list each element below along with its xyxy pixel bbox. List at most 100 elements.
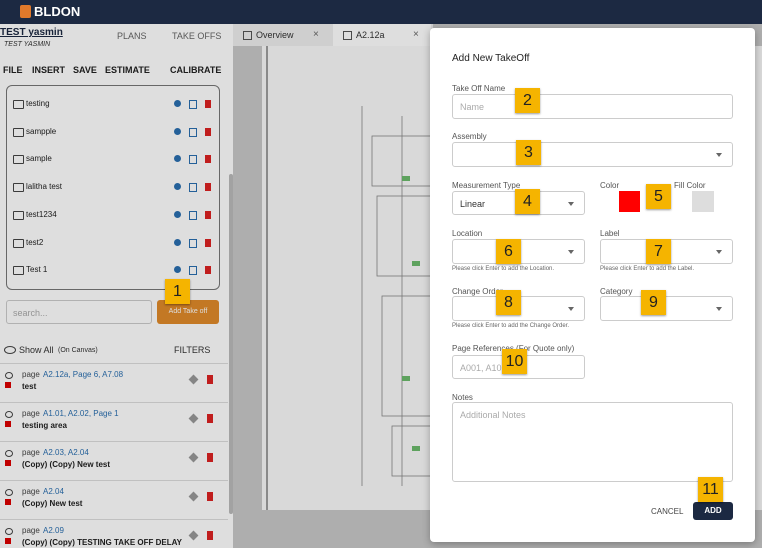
settings-icon[interactable] (174, 266, 181, 274)
settings-icon[interactable] (174, 155, 181, 163)
name-input[interactable]: Name (452, 94, 733, 119)
callout-badge: 10 (502, 349, 527, 374)
delete-icon[interactable] (205, 155, 211, 164)
folder-name[interactable]: testing (26, 99, 50, 108)
color-chip (5, 499, 11, 505)
page-refs[interactable]: A2.12a, Page 6, A7.08 (43, 370, 124, 379)
field-label: Assembly (452, 132, 487, 141)
field-label: Label (600, 229, 620, 238)
menu-item[interactable]: FILE (3, 65, 23, 75)
scope: (On Canvas) (58, 347, 98, 354)
category-select[interactable] (600, 296, 733, 321)
document-tab[interactable]: A2.12a (356, 30, 385, 40)
settings-icon[interactable] (174, 127, 181, 135)
sidebar-tab[interactable]: TAKE OFFS (172, 31, 222, 41)
folder-icon (13, 210, 24, 220)
help-text: Please click Enter to add the Label. (600, 266, 695, 272)
sidebar-tab[interactable]: PLANS (117, 31, 147, 41)
modal: Add New TakeOff Take Off Name Name Assem… (430, 28, 755, 542)
client-name: TEST YASMIN (4, 41, 51, 48)
copy-icon[interactable] (189, 183, 197, 193)
cancel-button[interactable]: CANCEL (651, 507, 684, 516)
settings-icon[interactable] (174, 210, 181, 218)
delete-icon[interactable] (205, 266, 211, 275)
takeoff-name[interactable]: testing area (22, 421, 67, 430)
callout-badge: 8 (496, 290, 521, 315)
delete-icon[interactable] (205, 100, 211, 108)
placeholder: A001, A101 (460, 363, 507, 373)
divider (0, 480, 228, 481)
copy-icon[interactable] (189, 100, 197, 109)
takeoff-name[interactable]: (Copy) (Copy) TESTING TAKE OFF DELAY (22, 538, 182, 547)
page-refs[interactable]: A1.01, A2.02, Page 1 (43, 409, 119, 418)
field-label: Category (600, 287, 633, 296)
close-tab[interactable]: × (413, 29, 419, 40)
eye-icon (5, 411, 13, 418)
delete-icon[interactable] (207, 531, 213, 540)
menu-item[interactable]: INSERT (32, 65, 66, 75)
page-refs[interactable]: A2.03, A2.04 (43, 448, 89, 457)
delete-icon[interactable] (207, 453, 213, 462)
callout-badge: 7 (646, 239, 671, 264)
folder-icon (13, 238, 24, 248)
field-label: Fill Color (674, 181, 706, 190)
sidebar: TEST yasmin TEST YASMIN search... Add Ta… (0, 24, 233, 548)
copy-icon[interactable] (189, 266, 197, 276)
settings-icon[interactable] (174, 183, 181, 191)
filters[interactable]: FILTERS (174, 345, 211, 355)
menu-item[interactable]: ESTIMATE (105, 65, 150, 75)
tab-icon (243, 31, 252, 40)
folder-icon (13, 100, 24, 109)
color-swatch[interactable] (619, 191, 640, 212)
callout-badge: 2 (515, 88, 540, 113)
assembly-select[interactable] (452, 142, 733, 167)
delete-icon[interactable] (205, 127, 211, 136)
takeoff-name[interactable]: (Copy) New test (22, 499, 83, 508)
placeholder: Name (460, 102, 485, 112)
delete-icon[interactable] (205, 210, 211, 219)
copy-icon[interactable] (189, 210, 197, 220)
folder-name[interactable]: lalitha test (26, 182, 63, 192)
takeoff-name[interactable]: (Copy) (Copy) New test (22, 460, 110, 469)
search-box[interactable]: search... (6, 300, 152, 324)
page-refs[interactable]: A2.09 (43, 526, 64, 535)
settings-icon[interactable] (174, 100, 181, 107)
folder-name[interactable]: Test 1 (26, 265, 48, 275)
delete-icon[interactable] (207, 492, 213, 501)
help-text: Please click Enter to add the Location. (452, 266, 555, 272)
delete-icon[interactable] (205, 238, 211, 247)
folder-icon (13, 155, 24, 165)
project-name[interactable]: TEST yasmin (0, 27, 63, 38)
add-button[interactable]: ADD (693, 502, 733, 520)
show-all[interactable]: Show All (19, 345, 54, 355)
menu-item[interactable]: SAVE (73, 65, 97, 75)
folder-name[interactable]: test2 (26, 237, 44, 247)
copy-icon[interactable] (189, 155, 197, 165)
callout-badge: 4 (515, 189, 540, 214)
add-takeoff-button[interactable]: Add Take off (157, 300, 219, 324)
eye-icon (5, 489, 13, 496)
delete-icon[interactable] (207, 414, 213, 423)
help-text: Please click Enter to add the Change Ord… (452, 323, 570, 329)
takeoff-name[interactable]: test (22, 382, 37, 391)
page-refs[interactable]: A2.04 (43, 487, 64, 496)
color-chip (5, 421, 11, 427)
modal-title: Add New TakeOff (452, 53, 530, 64)
delete-icon[interactable] (207, 375, 213, 384)
folder-name[interactable]: sample (26, 154, 52, 164)
fill-swatch[interactable] (692, 191, 714, 212)
delete-icon[interactable] (205, 183, 211, 192)
settings-icon[interactable] (174, 238, 181, 246)
copy-icon[interactable] (189, 238, 197, 248)
logo: BLDON (34, 4, 81, 19)
select-value: Linear (460, 199, 486, 209)
folder-name[interactable]: test1234 (26, 209, 57, 219)
notes-input[interactable]: Additional Notes (452, 402, 733, 482)
copy-icon[interactable] (189, 127, 197, 137)
folder-name[interactable]: sampple (26, 126, 57, 136)
eye-icon (5, 528, 13, 535)
document-tab[interactable]: Overview (256, 30, 294, 40)
field-label: Change Order (452, 287, 503, 296)
menu-item[interactable]: CALIBRATE (170, 65, 222, 75)
close-tab[interactable]: × (313, 29, 319, 40)
